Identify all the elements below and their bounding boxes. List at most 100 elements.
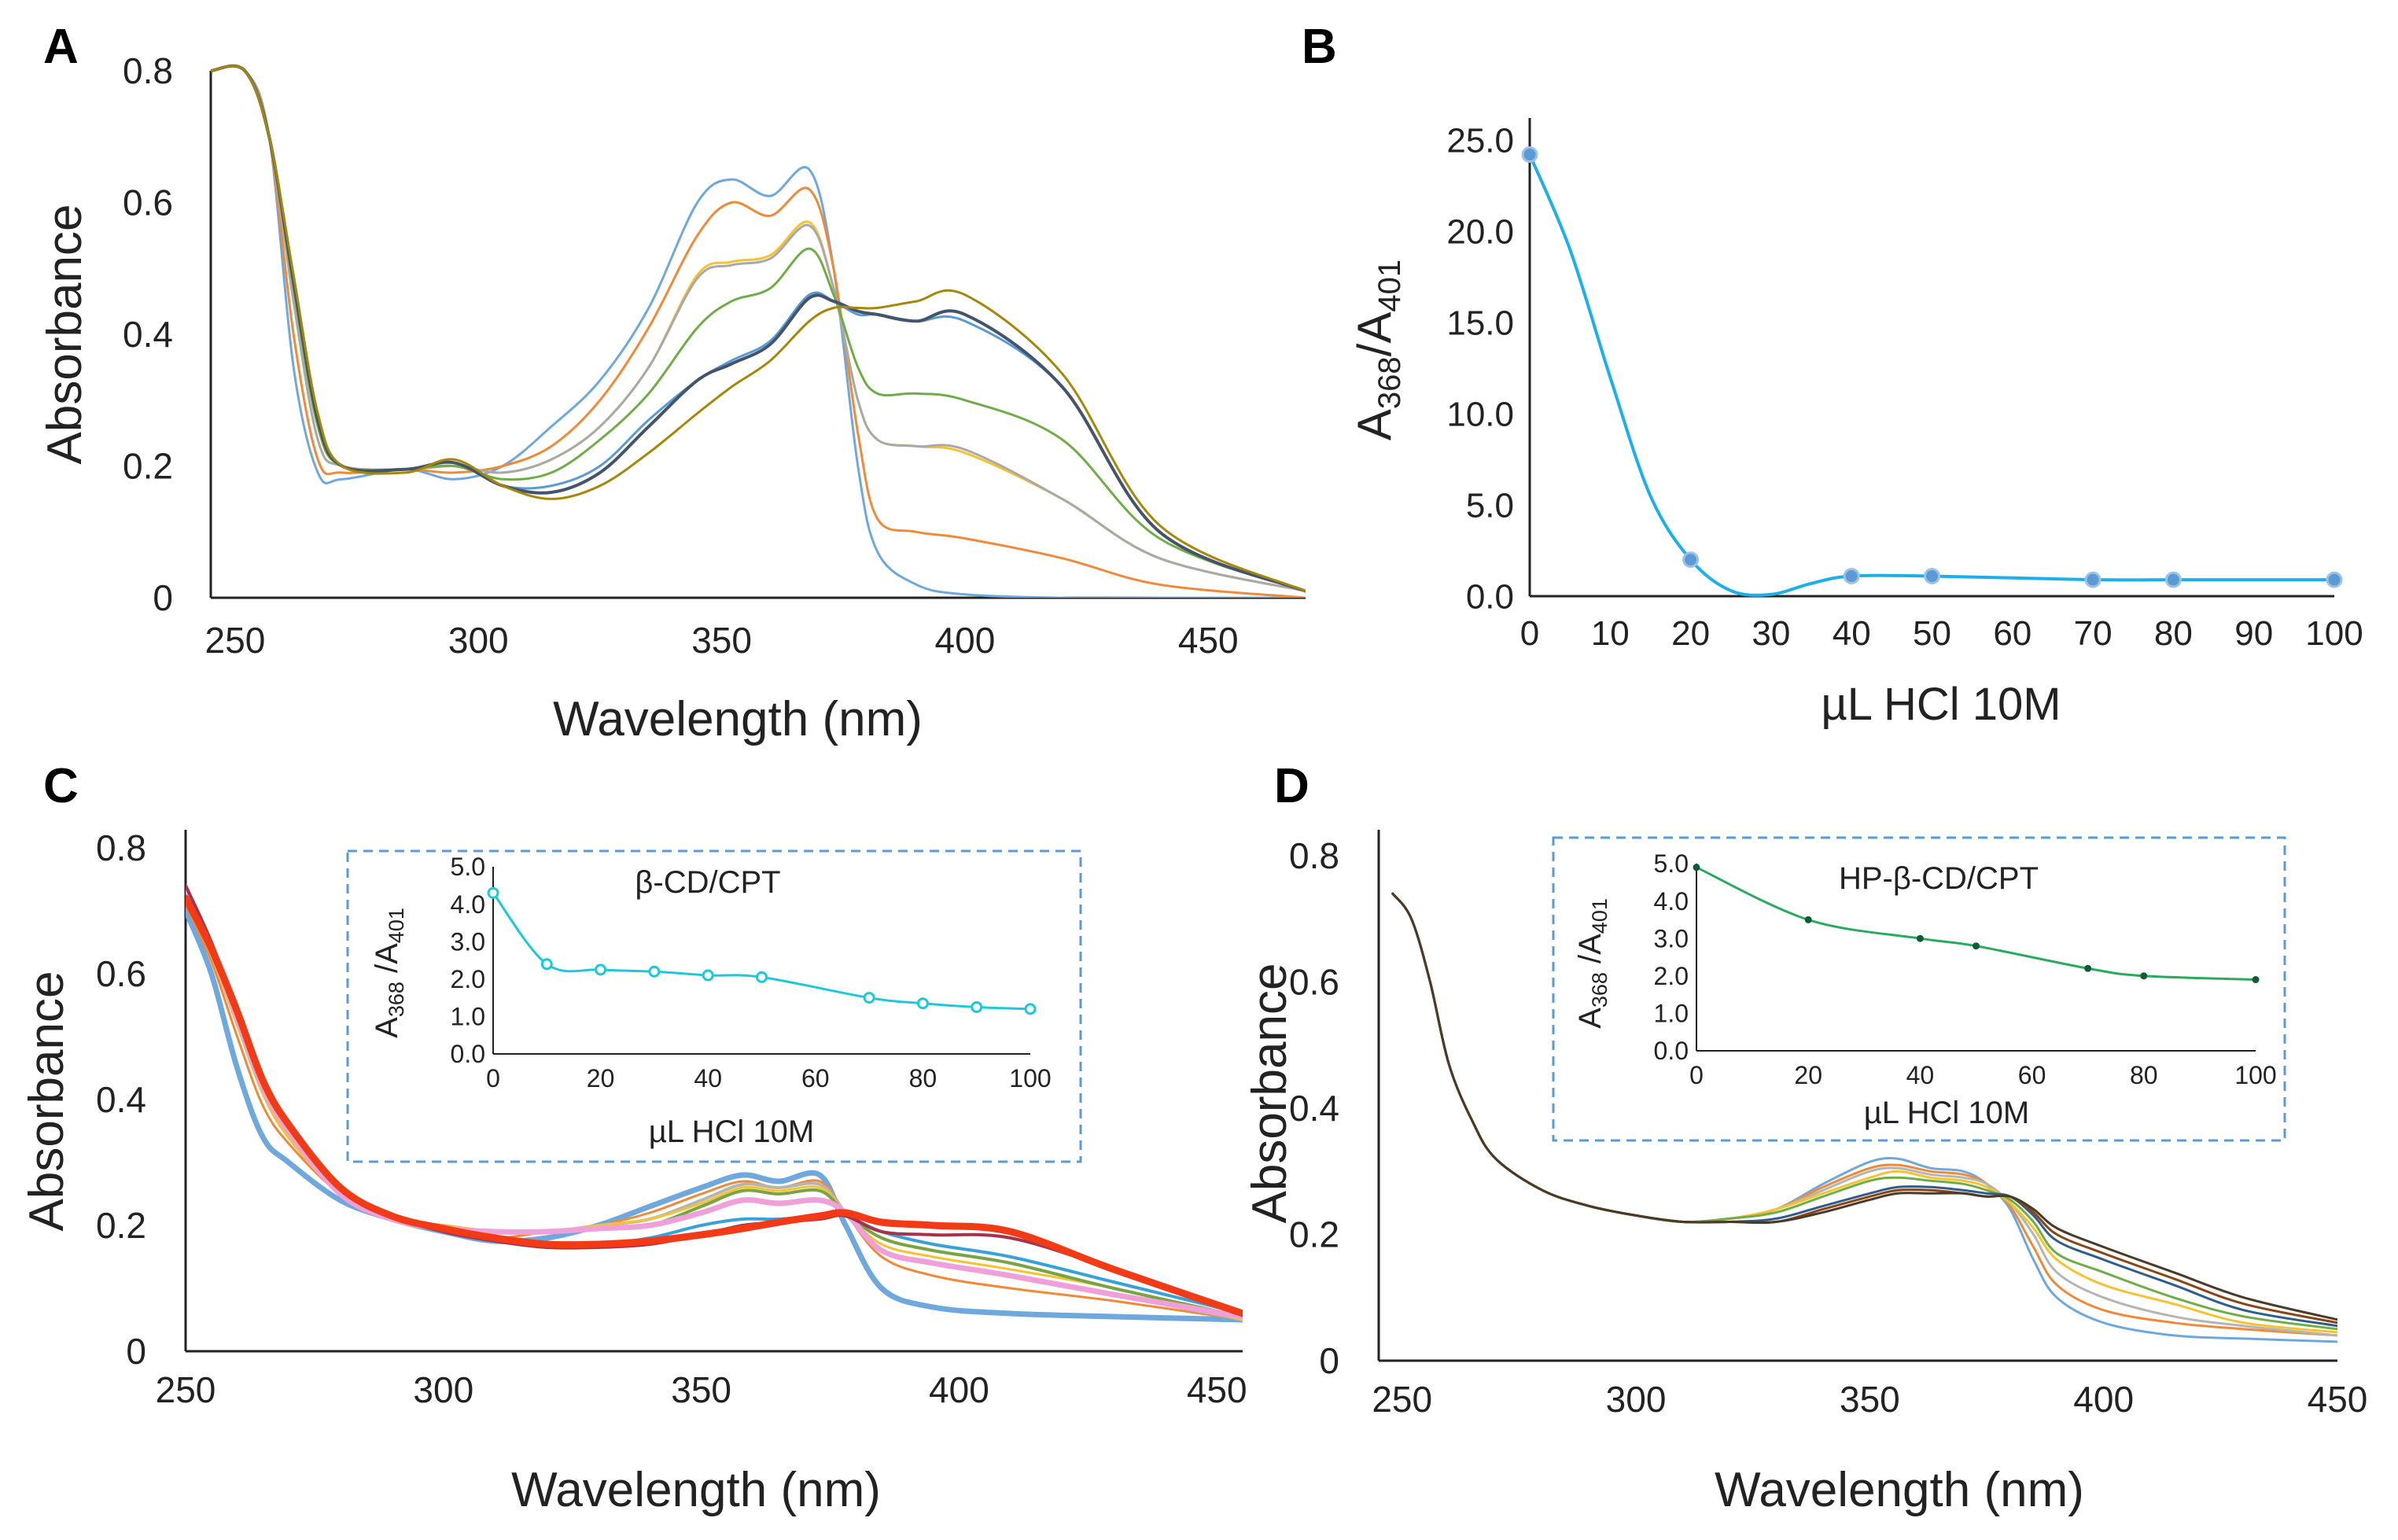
chart-a-series-line [211, 64, 1306, 593]
chart-c-y-tick-label: 0 [126, 1331, 146, 1372]
chart-a-y-tick-label: 0.6 [123, 182, 173, 223]
chart-a-x-tick-label: 400 [935, 620, 996, 661]
chart-b-y-tick-label: 20.0 [1446, 212, 1514, 251]
chart-d-inset-point [1693, 864, 1700, 871]
chart-c-inset-ylabel: A368 /A401 [370, 908, 408, 1038]
chart-c-inset-x-tick-label: 60 [801, 1064, 830, 1092]
chart-c-x-tick-label: 350 [671, 1369, 731, 1410]
chart-b-plot: 0 10 20 30 40 50 60 70 80 90 100 0.0 5.0 10.0 15.0 20.0… [1446, 118, 2363, 653]
chart-d-x-tick-label: 250 [1372, 1379, 1432, 1420]
chart-b-y-tick-label: 10.0 [1446, 395, 1514, 433]
chart-c-series-line [186, 894, 1243, 1317]
chart-b-y-tick-label: 15.0 [1446, 304, 1514, 342]
chart-b-x-tick-label: 0 [1520, 614, 1539, 653]
chart-a-x-tick-label: 250 [205, 620, 266, 661]
chart-d-inset-x-tick-label: 0 [1689, 1061, 1704, 1089]
chart-d-y-tick-label: 0.4 [1289, 1088, 1339, 1129]
chart-d-series-line [1391, 892, 2337, 1321]
chart-d-ylabel: Absorbance [1243, 963, 1297, 1224]
chart-c-inset-ylabel-slash: /A [370, 943, 404, 982]
chart-a-x-tick-label: 350 [691, 620, 752, 661]
chart-b-point [2164, 571, 2182, 588]
chart-d-inset-y-tick-label: 4.0 [1654, 887, 1689, 916]
chart-b-point [2084, 571, 2101, 588]
chart-d-inset-plot: 0 20 40 60 80 100 0.0 1.0 2.0 3.0 4.0 5.0 [1654, 849, 2277, 1089]
chart-a-y-tick-label: 0.2 [123, 446, 173, 487]
chart-a-series-line [211, 64, 1306, 598]
chart-d-inset-ylabel: A368 /A401 [1573, 898, 1612, 1029]
chart-d-inset-point [2252, 976, 2260, 984]
chart-c-inset-x-tick-label: 80 [909, 1064, 937, 1092]
chart-b-y-tick-label: 0.0 [1466, 577, 1514, 616]
chart-a-series-line [211, 64, 1306, 593]
chart-b-x-tick-label: 100 [2305, 614, 2363, 653]
chart-b-x-tick-label: 80 [2154, 614, 2193, 653]
chart-c-inset-point [540, 958, 553, 971]
chart-d-y-tick-label: 0.8 [1289, 835, 1339, 876]
chart-c-inset-point [648, 965, 661, 978]
chart-a-xlabel: Wavelength (nm) [553, 692, 923, 746]
chart-c-y-tick-label: 0.2 [96, 1205, 146, 1246]
panel-label-d: D [1274, 759, 1310, 813]
chart-d-inset-y-tick-label: 1.0 [1654, 1000, 1689, 1028]
chart-d-inset-point [2084, 964, 2092, 972]
chart-c-x-tick-label: 300 [413, 1369, 473, 1410]
chart-a: 250 300 350 400 450 0 0.2 0.4 0.6 0.8 Wavelength … [38, 50, 1306, 746]
chart-d-x-tick-label: 450 [2308, 1379, 2368, 1420]
chart-b-x-tick-label: 60 [1993, 614, 2031, 653]
chart-b-point [2326, 571, 2343, 588]
chart-d-inset-point [2140, 972, 2148, 980]
chart-c-inset-point [1024, 1003, 1037, 1015]
chart-c-inset-point [863, 992, 875, 1004]
chart-c-x-tick-label: 250 [156, 1369, 216, 1410]
chart-d-y-tick-label: 0.2 [1289, 1214, 1339, 1255]
chart-d-inset-y-tick-label: 3.0 [1654, 924, 1689, 952]
chart-c-inset-title: β-CD/CPT [635, 865, 780, 900]
chart-d-x-tick-label: 300 [1606, 1379, 1667, 1420]
chart-c-series-line [186, 903, 1243, 1321]
chart-c-inset-y-tick-label: 1.0 [451, 1003, 485, 1031]
chart-a-series-line [211, 64, 1306, 598]
chart-d-inset-x-tick-label: 100 [2234, 1061, 2276, 1089]
chart-c-inset-x-tick-label: 0 [486, 1064, 500, 1092]
chart-d-y-tick-label: 0.6 [1289, 962, 1339, 1003]
chart-c-inset-x-tick-label: 100 [1009, 1064, 1051, 1092]
chart-b-y-tick-label: 25.0 [1446, 121, 1514, 160]
chart-b-x-tick-label: 20 [1671, 614, 1710, 653]
chart-a-plot: 250 300 350 400 450 0 0.2 0.4 0.6 0.8 [123, 50, 1306, 661]
chart-c-inset-point [916, 997, 929, 1010]
chart-c-series-line [186, 908, 1243, 1323]
chart-c-x-tick-label: 400 [929, 1369, 989, 1410]
chart-c-inset-ylabel-sub2: 401 [385, 908, 408, 943]
chart-a-x-tick-label: 300 [448, 620, 509, 661]
panel-label-c: C [43, 759, 79, 813]
chart-c-y-tick-label: 0.4 [96, 1079, 146, 1120]
chart-d-inset-point [1804, 916, 1812, 923]
chart-b-ylabel-a: A [1348, 409, 1401, 440]
chart-d-xlabel: Wavelength (nm) [1715, 1463, 2084, 1517]
chart-b-x-tick-label: 40 [1833, 614, 1871, 653]
chart-c-inset-ylabel-a: A [370, 1017, 404, 1038]
chart-c-inset-line [492, 892, 1031, 1011]
chart-c-inset-point [702, 969, 714, 982]
chart-b-xlabel: µL HCl 10M [1821, 679, 2061, 730]
chart-b-x-tick-label: 30 [1752, 614, 1790, 653]
chart-d-inset-y-tick-label: 5.0 [1654, 849, 1689, 878]
chart-c-inset-x-tick-label: 20 [587, 1064, 615, 1092]
chart-d-inset-point [1973, 942, 1980, 950]
chart-a-series-line [211, 64, 1306, 593]
chart-d-inset-xlabel: µL HCl 10M [1864, 1096, 2030, 1130]
chart-b-x-tick-label: 90 [2234, 614, 2273, 653]
chart-d-inset-point [1916, 934, 1924, 942]
chart-a-y-tick-label: 0.4 [123, 314, 173, 355]
chart-c-x-tick-label: 450 [1187, 1369, 1247, 1410]
chart-a-series-group [211, 64, 1306, 598]
chart-c-inset-y-tick-label: 2.0 [451, 965, 485, 993]
chart-d-x-tick-label: 400 [2073, 1379, 2134, 1420]
panel-label-b: B [1302, 20, 1337, 74]
